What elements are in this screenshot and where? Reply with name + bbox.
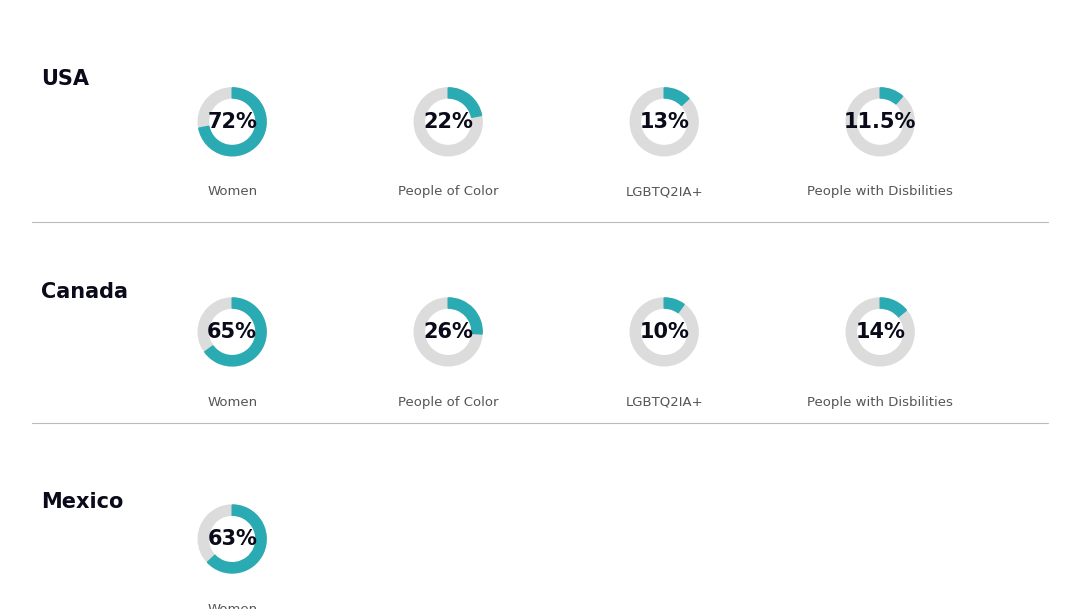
Text: Women: Women	[207, 603, 257, 609]
Text: LGBTQ2IA+: LGBTQ2IA+	[625, 185, 703, 199]
Text: LGBTQ2IA+: LGBTQ2IA+	[625, 396, 703, 409]
Text: People with Disbilities: People with Disbilities	[807, 396, 954, 409]
Text: Women: Women	[207, 185, 257, 199]
Text: Women: Women	[207, 396, 257, 409]
Text: People of Color: People of Color	[397, 185, 499, 199]
Text: USA: USA	[41, 69, 89, 89]
Text: Mexico: Mexico	[41, 493, 123, 512]
Text: People with Disbilities: People with Disbilities	[807, 185, 954, 199]
Text: People of Color: People of Color	[397, 396, 499, 409]
Text: Canada: Canada	[41, 283, 129, 302]
